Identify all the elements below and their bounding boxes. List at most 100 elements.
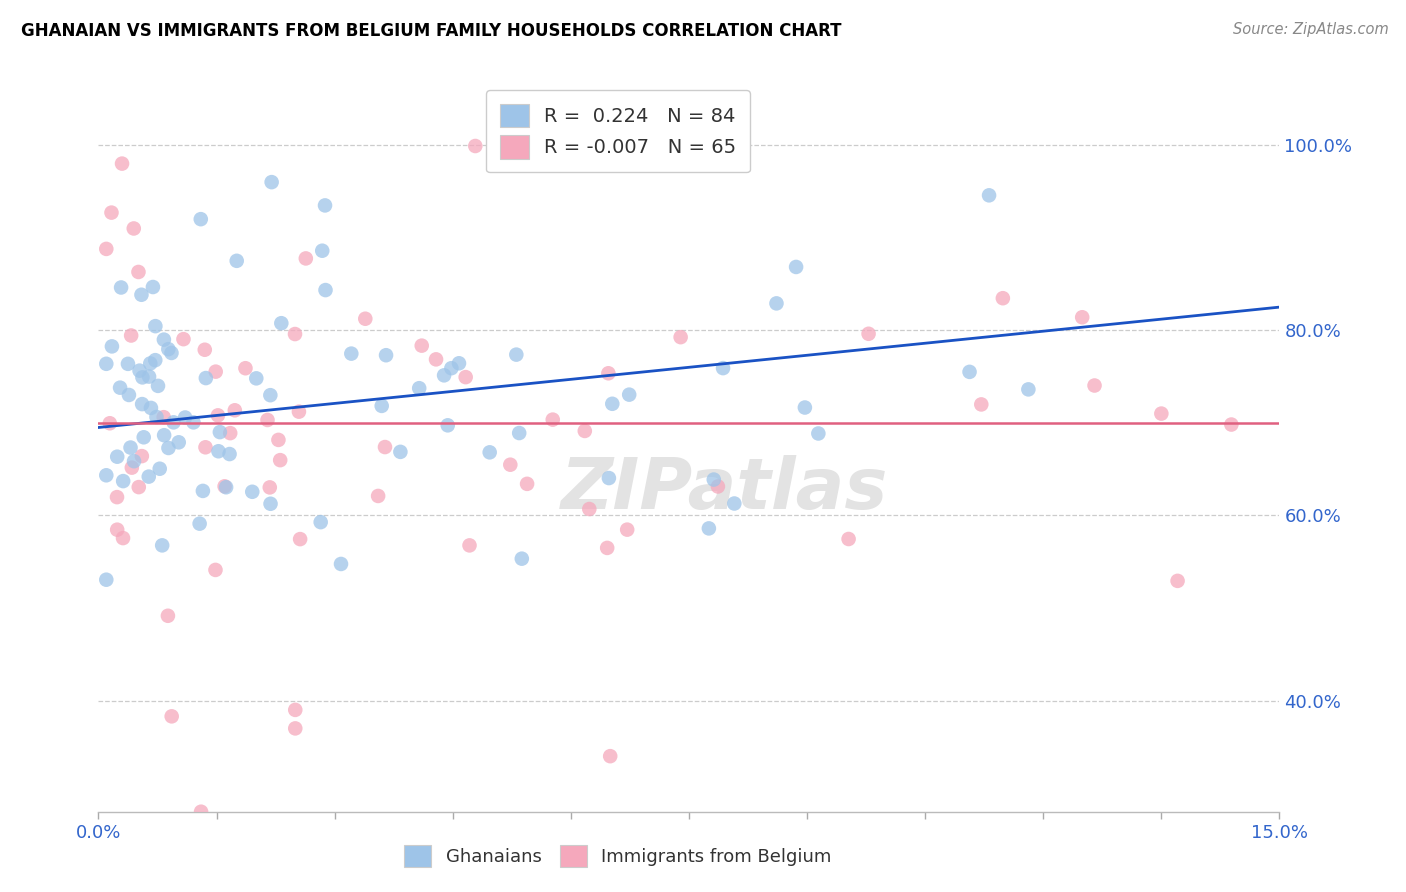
Point — [295, 252, 318, 266]
Point — [194, 440, 217, 454]
Point — [616, 523, 638, 537]
Point — [838, 532, 860, 546]
Point — [190, 805, 212, 819]
Point — [188, 516, 211, 531]
Point — [458, 538, 481, 552]
Point — [991, 291, 1014, 305]
Point — [100, 205, 122, 219]
Point — [370, 399, 392, 413]
Point — [122, 454, 145, 468]
Point — [131, 397, 153, 411]
Point — [191, 483, 214, 498]
Point — [142, 280, 165, 294]
Point — [149, 461, 172, 475]
Point — [436, 418, 458, 433]
Point — [152, 410, 174, 425]
Point — [340, 346, 363, 360]
Point — [516, 476, 538, 491]
Point — [510, 551, 533, 566]
Point — [464, 139, 486, 153]
Y-axis label: Family Households: Family Households — [0, 362, 8, 530]
Point — [225, 253, 247, 268]
Point — [139, 401, 162, 415]
Point — [111, 531, 134, 545]
Point — [311, 244, 333, 258]
Point — [157, 441, 180, 455]
Point — [598, 471, 620, 485]
Point — [259, 388, 281, 402]
Point — [288, 532, 311, 546]
Point — [1083, 378, 1105, 392]
Point — [219, 426, 242, 441]
Point — [599, 749, 621, 764]
Point — [578, 502, 600, 516]
Point — [256, 413, 278, 427]
Point — [214, 479, 236, 493]
Point — [433, 368, 456, 383]
Point — [284, 703, 307, 717]
Point — [425, 352, 447, 367]
Point — [374, 440, 396, 454]
Point — [96, 242, 118, 256]
Point — [315, 283, 337, 297]
Point — [411, 338, 433, 352]
Legend: Ghanaians, Immigrants from Belgium: Ghanaians, Immigrants from Belgium — [395, 836, 841, 876]
Point — [183, 416, 205, 430]
Point — [131, 287, 153, 301]
Point — [150, 538, 173, 552]
Point — [1220, 417, 1243, 432]
Point — [120, 441, 142, 455]
Point — [128, 480, 150, 494]
Point — [167, 435, 190, 450]
Point — [174, 410, 197, 425]
Point — [723, 496, 745, 510]
Point — [98, 417, 121, 431]
Point — [541, 412, 564, 426]
Point — [156, 608, 179, 623]
Point — [96, 357, 118, 371]
Point — [224, 403, 246, 417]
Point — [288, 405, 311, 419]
Point — [1150, 407, 1173, 421]
Point — [807, 426, 830, 441]
Point — [703, 473, 725, 487]
Point — [105, 523, 128, 537]
Point — [139, 356, 162, 370]
Point — [354, 311, 377, 326]
Point — [478, 445, 501, 459]
Point — [697, 521, 720, 535]
Point — [105, 490, 128, 504]
Point — [711, 361, 734, 376]
Point — [153, 333, 176, 347]
Point — [108, 381, 131, 395]
Point — [138, 369, 160, 384]
Point — [160, 709, 183, 723]
Point — [190, 212, 212, 227]
Point — [330, 557, 353, 571]
Point — [765, 296, 787, 310]
Point — [117, 357, 139, 371]
Point — [111, 156, 134, 170]
Point — [132, 430, 155, 444]
Point — [153, 428, 176, 442]
Point — [284, 722, 307, 736]
Point — [977, 188, 1000, 202]
Point — [105, 450, 128, 464]
Point — [440, 361, 463, 376]
Point — [598, 366, 620, 380]
Point — [375, 348, 398, 362]
Point — [128, 364, 150, 378]
Point — [160, 346, 183, 360]
Point — [218, 447, 240, 461]
Point — [454, 370, 477, 384]
Point — [619, 387, 641, 401]
Point — [793, 401, 815, 415]
Point — [959, 365, 981, 379]
Point — [267, 433, 290, 447]
Point — [970, 397, 993, 411]
Point — [145, 409, 167, 424]
Point — [131, 449, 153, 463]
Point — [260, 175, 283, 189]
Point — [447, 356, 470, 370]
Point — [96, 573, 118, 587]
